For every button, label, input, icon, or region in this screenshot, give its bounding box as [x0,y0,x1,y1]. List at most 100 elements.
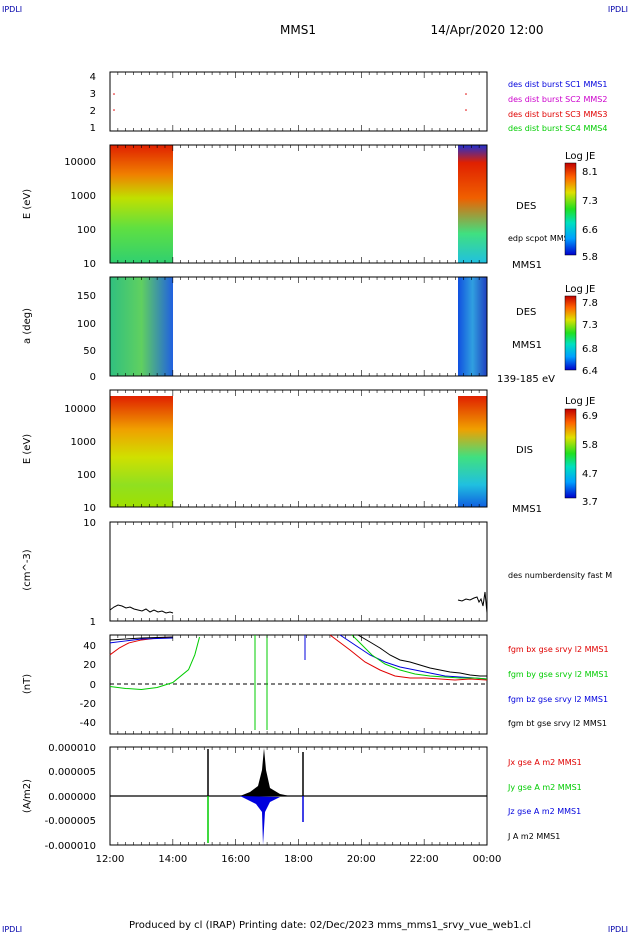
j-burst [240,748,290,796]
bfield-series [109,636,201,690]
colorbar-title: Log JE [565,151,595,162]
dis-block-early [110,396,173,507]
p3-label-des: DES [516,307,536,318]
header-datetime: 14/Apr/2020 12:00 [430,23,543,37]
pitch-block-late [458,277,487,376]
p1-ytick-2: 2 [90,106,96,117]
p6-ytick: 0 [90,680,96,691]
colorbar [564,162,577,256]
p7-ytick: -0.000010 [45,841,96,852]
p6-label-by: fgm by gse srvy l2 MMS1 [508,670,609,679]
time-tick-label: 14:00 [158,854,187,865]
cb-tick: 7.3 [582,196,598,207]
bt-trace-late [357,634,487,677]
p3-ytick-150: 150 [77,291,96,302]
p4-ytick-10: 10 [83,503,96,514]
time-tick-label: 20:00 [347,854,376,865]
bfield-series-line [109,637,173,644]
panel-dis-energy-spectrogram: 10000 1000 100 10 E (eV) DIS MMS1 Log JE… [22,389,598,515]
p6-label-bt: fgm bt gse srvy l2 MMS1 [508,719,607,728]
p7-label-jx: Jx gse A m2 MMS1 [507,758,582,767]
cb-tick: 7.8 [582,298,598,309]
p3-label-mms1: MMS1 [512,340,542,351]
p4-ytick-10000: 10000 [64,404,96,415]
burst-marker [465,93,467,95]
density-trace-early [109,604,174,614]
corner-label-tl: IPDLI [2,5,22,14]
p5-ylabel: (cm^-3) [22,549,33,590]
p4-ytick-1000: 1000 [71,437,96,448]
p6-label-bz: fgm bz gse srvy l2 MMS1 [508,695,608,704]
p7-ytick: 0.000010 [48,743,96,754]
p1-label-sc3: des dist burst SC3 MMS3 [508,110,607,119]
time-tick-label: 12:00 [96,854,125,865]
panel-des-pitch-angle: 150 100 50 0 a (deg) DES MMS1 139-185 eV… [22,276,598,385]
p3-ytick-0: 0 [90,372,96,383]
cb-tick: 8.1 [582,167,598,178]
tick-marks [109,72,488,845]
time-tick-label: 00:00 [473,854,502,865]
p4-ytick-100: 100 [77,470,96,481]
burst-marker [113,109,115,111]
by-trace-late [351,634,488,680]
p6-ytick: -20 [80,699,96,710]
p6-ytick: -40 [80,718,96,729]
p2-label-mms1: MMS1 [512,260,542,271]
p3-label-energy: 139-185 eV [497,374,555,385]
p7-ytick: -0.000005 [45,816,96,827]
bz-trace-late [339,634,488,680]
p2-ytick-10: 10 [83,259,96,270]
footer-text: Produced by cl (IRAP) Printing date: 02/… [129,920,531,931]
colorbar-title: Log JE [565,396,595,407]
cb-tick: 6.9 [582,411,598,422]
time-tick-label: 16:00 [221,854,250,865]
cb-tick: 6.4 [582,366,598,377]
spectrogram-block-late [458,145,487,263]
cb-tick: 6.8 [582,344,598,355]
spectrogram-block-early [110,145,173,263]
p1-ytick-3: 3 [90,89,96,100]
p7-ytick: 0.000005 [48,767,96,778]
p5-label-density: des numberdensity fast M [508,571,612,580]
p1-label-sc2: des dist burst SC2 MMS2 [508,95,607,104]
time-tick-label: 18:00 [284,854,313,865]
p7-ytick: 0.000000 [48,792,96,803]
p3-ytick-100: 100 [77,319,96,330]
p7-label-jz: Jz gse A m2 MMS1 [507,807,581,816]
cb-tick: 6.6 [582,225,598,236]
p7-label-j: J A m2 MMS1 [507,832,560,841]
p5-ytick-1: 1 [90,617,96,628]
burst-marker [465,109,467,111]
header-spacecraft: MMS1 [280,23,316,37]
p2-label-scpot: edp scpot MMS1 [508,234,574,243]
cb-tick: 7.3 [582,320,598,331]
panel-burst-availability: 4 3 2 1 des dist burst SC1 MMS1 des dist… [90,71,607,134]
time-tick-label: 22:00 [410,854,439,865]
p7-label-jy: Jy gse A m2 MMS1 [507,783,582,792]
time-axis: 12:00 14:00 16:00 18:00 20:00 22:00 00:00 [96,854,502,865]
colorbar [564,408,577,499]
panel-des-energy-spectrogram: 10000 1000 100 10 E (eV) DES edp scpot M… [22,144,598,271]
corner-label-bl: IPDLI [2,925,22,934]
p6-ylabel: (nT) [22,674,33,694]
colorbar-title: Log JE [565,284,595,295]
corner-label-tr: IPDLI [608,5,628,14]
p1-label-sc1: des dist burst SC1 MMS1 [508,80,607,89]
p6-ytick: 40 [83,641,96,652]
burst-marker [113,93,115,95]
panel-number-density: 10 1 (cm^-3) des numberdensity fast M [22,518,612,628]
p4-label-mms1: MMS1 [512,504,542,515]
cb-tick: 5.8 [582,440,598,451]
p4-ylabel: E (eV) [22,434,33,464]
cb-tick: 4.7 [582,469,598,480]
panel-current-density: 0.000010 0.000005 0.000000 -0.000005 -0.… [22,743,582,852]
p5-ytick-10: 10 [83,518,96,529]
cb-tick: 3.7 [582,497,598,508]
p2-label-des: DES [516,201,536,212]
pitch-block-early [110,277,173,376]
p6-ytick: 20 [83,660,96,671]
p1-ytick-4: 4 [90,72,96,83]
p2-ytick-100: 100 [77,225,96,236]
density-trace-late [457,591,488,614]
